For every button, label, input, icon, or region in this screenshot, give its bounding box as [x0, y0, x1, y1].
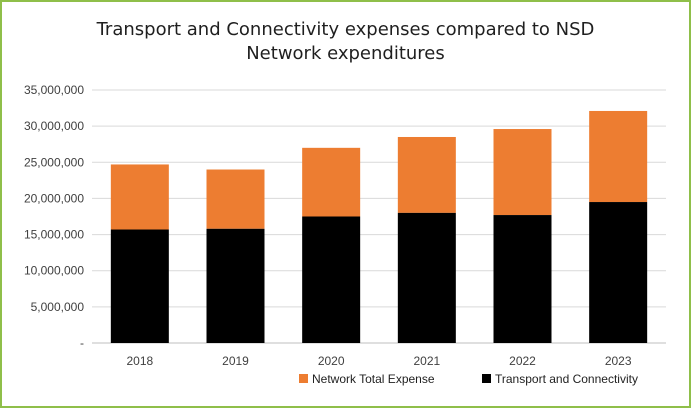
x-tick-label: 2023 [605, 354, 632, 368]
bar-transport-and-connectivity [206, 228, 265, 343]
x-tick-label: 2018 [126, 354, 153, 368]
bar-transport-and-connectivity [493, 215, 552, 343]
y-tick-label: - [80, 336, 84, 350]
bar-transport-and-connectivity [302, 216, 361, 343]
bar-network-total-expense [110, 164, 169, 230]
y-tick-label: 30,000,000 [24, 119, 84, 133]
bar-transport-and-connectivity [589, 202, 648, 343]
y-tick-label: 25,000,000 [24, 155, 84, 169]
bar-network-total-expense [206, 169, 265, 229]
y-tick-label: 20,000,000 [24, 191, 84, 205]
x-tick-label: 2022 [509, 354, 536, 368]
legend-label: Transport and Connectivity [495, 372, 638, 386]
bar-network-total-expense [397, 136, 456, 213]
y-tick-label: 5,000,000 [31, 300, 85, 314]
y-tick-label: 10,000,000 [24, 264, 84, 278]
chart-title: Transport and Connectivity expenses comp… [0, 18, 691, 66]
x-tick-label: 2019 [222, 354, 249, 368]
bar-network-total-expense [302, 147, 361, 217]
chart-title-line-1: Transport and Connectivity expenses comp… [96, 19, 595, 40]
bar-transport-and-connectivity [110, 229, 169, 343]
x-tick-label: 2021 [413, 354, 440, 368]
legend-swatch [482, 374, 491, 383]
bar-network-total-expense [589, 110, 648, 203]
x-tick-label: 2020 [318, 354, 345, 368]
bar-transport-and-connectivity [397, 212, 456, 343]
y-tick-label: 15,000,000 [24, 228, 84, 242]
y-tick-label: 35,000,000 [24, 83, 84, 97]
bar-network-total-expense [493, 129, 552, 216]
chart-title-line-2: Network expenditures [246, 43, 445, 64]
legend-swatch [299, 374, 308, 383]
legend-label: Network Total Expense [312, 372, 435, 386]
